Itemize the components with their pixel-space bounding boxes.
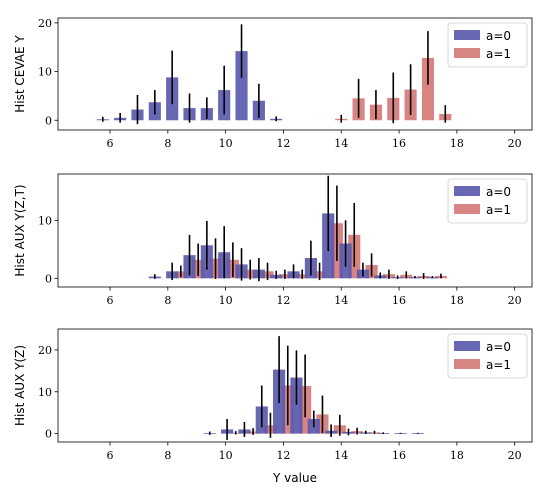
y-tick-label: 0	[45, 272, 52, 285]
x-tick-label: 6	[107, 294, 114, 307]
y-tick-label: 20	[38, 344, 52, 357]
x-tick-label: 8	[164, 294, 171, 307]
y-axis-label: Hist CEVAE Y	[13, 35, 27, 113]
x-tick-label: 18	[450, 137, 464, 150]
x-tick-label: 6	[107, 137, 114, 150]
x-tick-label: 12	[276, 137, 290, 150]
x-tick-label: 10	[219, 449, 233, 462]
x-tick-label: 16	[392, 294, 406, 307]
plot-frame	[57, 173, 533, 288]
bar-a1	[421, 57, 435, 121]
bar-a0	[290, 377, 303, 434]
plot-frame	[57, 17, 533, 131]
x-tick-label: 20	[508, 137, 522, 150]
x-tick-label: 6	[107, 449, 114, 462]
y-tick-label: 0	[45, 428, 52, 441]
y-tick-label: 20	[38, 17, 52, 30]
x-tick-label: 20	[508, 294, 522, 307]
x-tick-label: 8	[164, 449, 171, 462]
x-tick-label: 12	[276, 294, 290, 307]
legend-label-a0: a=0	[486, 340, 511, 354]
legend-swatch-a1	[454, 48, 480, 58]
y-tick-label: 10	[38, 386, 52, 399]
legend-label-a1: a=1	[486, 47, 511, 61]
legend-label-a1: a=1	[486, 203, 511, 217]
x-tick-label: 16	[392, 449, 406, 462]
bar-a0	[235, 51, 248, 121]
x-tick-label: 8	[164, 137, 171, 150]
y-axis-label: Hist AUX Y(Z,T)	[13, 184, 27, 276]
chart-panel-1: 6 8 10 12 14 16 18 20 0 10 20 Hist CEVAE Y a=0 a=1	[13, 17, 533, 150]
x-tick-label: 18	[450, 294, 464, 307]
x-tick-label: 14	[334, 294, 348, 307]
chart-panel-3: 6 8 10 12 14 16 18 20 0 10 20 Hist AUX Y(Z) Y value a…	[13, 328, 533, 485]
plot-frame	[57, 328, 533, 443]
legend-swatch-a0	[454, 30, 480, 40]
x-tick-label: 10	[219, 137, 233, 150]
x-tick-label: 16	[392, 137, 406, 150]
y-tick-label: 10	[38, 214, 52, 227]
x-tick-label: 20	[508, 449, 522, 462]
x-tick-label: 14	[334, 449, 348, 462]
x-axis-label: Y value	[272, 471, 317, 485]
legend-label-a0: a=0	[486, 185, 511, 199]
y-tick-label: 0	[45, 114, 52, 127]
legend-label-a0: a=0	[486, 29, 511, 43]
chart-panel-2: 6 8 10 12 14 16 18 20 0 10 Hist AUX Y(Z,T) a=0 a=1	[13, 173, 533, 307]
x-tick-label: 18	[450, 449, 464, 462]
legend-label-a1: a=1	[486, 358, 511, 372]
legend-swatch-a0	[454, 186, 480, 196]
y-axis-label: Hist AUX Y(Z)	[13, 345, 27, 426]
y-tick-label: 10	[38, 66, 52, 79]
legend-swatch-a1	[454, 359, 480, 369]
x-tick-label: 10	[219, 294, 233, 307]
x-tick-label: 14	[334, 137, 348, 150]
x-tick-label: 12	[276, 449, 290, 462]
legend-swatch-a1	[454, 204, 480, 214]
legend-swatch-a0	[454, 341, 480, 351]
